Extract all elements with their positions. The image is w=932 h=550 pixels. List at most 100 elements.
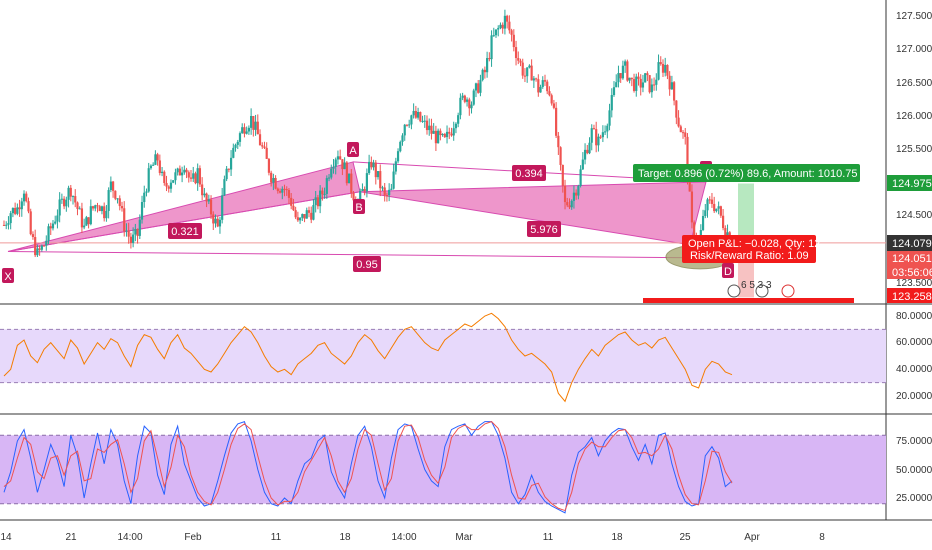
candle[interactable] bbox=[134, 228, 137, 235]
candle[interactable] bbox=[572, 192, 576, 201]
candle[interactable] bbox=[156, 154, 159, 161]
candle[interactable] bbox=[704, 210, 707, 216]
candle[interactable] bbox=[181, 172, 184, 176]
candle[interactable] bbox=[537, 79, 540, 93]
time-axis[interactable]: 14 21 14:00 Feb 11 18 14:00 Mar 11 18 25… bbox=[0, 532, 825, 543]
candle[interactable] bbox=[601, 132, 604, 138]
pattern-line-xd[interactable] bbox=[7, 250, 733, 259]
candle[interactable] bbox=[639, 78, 642, 88]
candle[interactable] bbox=[332, 166, 335, 169]
candle[interactable] bbox=[225, 168, 228, 180]
candle[interactable] bbox=[22, 193, 26, 202]
candle[interactable] bbox=[27, 201, 30, 212]
candle[interactable] bbox=[626, 61, 629, 81]
candle[interactable] bbox=[503, 15, 507, 29]
candle[interactable] bbox=[136, 228, 139, 236]
candle[interactable] bbox=[463, 95, 466, 102]
candle[interactable] bbox=[109, 181, 112, 191]
candle[interactable] bbox=[461, 95, 464, 98]
candle[interactable] bbox=[158, 160, 161, 173]
candle[interactable] bbox=[152, 164, 155, 166]
candle[interactable] bbox=[238, 133, 242, 142]
candle[interactable] bbox=[543, 80, 547, 82]
candle[interactable] bbox=[243, 127, 246, 134]
candle[interactable] bbox=[103, 206, 106, 219]
stoch-k-line[interactable] bbox=[3, 420, 733, 514]
stoch-axis[interactable]: 75.0000 50.0000 25.0000 bbox=[896, 436, 932, 504]
candle[interactable] bbox=[568, 205, 571, 208]
candle[interactable] bbox=[394, 161, 397, 172]
candle[interactable] bbox=[339, 156, 342, 160]
candle[interactable] bbox=[659, 62, 662, 64]
candle[interactable] bbox=[432, 130, 435, 134]
candle[interactable] bbox=[7, 223, 10, 225]
candle[interactable] bbox=[425, 120, 429, 131]
candle[interactable] bbox=[36, 248, 39, 256]
target-label[interactable]: Target: 0.896 (0.72%) 89.6, Amount: 1010… bbox=[633, 164, 860, 182]
candle[interactable] bbox=[666, 64, 669, 76]
candle[interactable] bbox=[677, 117, 680, 127]
candle[interactable] bbox=[581, 159, 584, 170]
candle[interactable] bbox=[465, 99, 469, 102]
candle[interactable] bbox=[470, 104, 473, 109]
candle[interactable] bbox=[595, 129, 598, 146]
candle[interactable] bbox=[376, 171, 380, 178]
candle[interactable] bbox=[673, 82, 676, 101]
candle[interactable] bbox=[178, 168, 181, 176]
ratio-ac-label[interactable]: 0.394 bbox=[512, 165, 546, 181]
candle[interactable] bbox=[129, 236, 132, 243]
candle[interactable] bbox=[172, 180, 175, 183]
candle[interactable] bbox=[370, 161, 373, 168]
candle[interactable] bbox=[668, 75, 671, 90]
candle[interactable] bbox=[590, 128, 593, 143]
candle[interactable] bbox=[227, 168, 230, 170]
candle[interactable] bbox=[388, 189, 391, 196]
candle[interactable] bbox=[635, 76, 638, 91]
candle[interactable] bbox=[147, 168, 150, 192]
candle[interactable] bbox=[176, 168, 179, 173]
candle[interactable] bbox=[174, 172, 177, 181]
candle[interactable] bbox=[187, 172, 190, 178]
candle[interactable] bbox=[706, 199, 709, 211]
candle[interactable] bbox=[650, 84, 653, 93]
candle[interactable] bbox=[419, 112, 422, 122]
candle[interactable] bbox=[194, 173, 197, 184]
candle[interactable] bbox=[390, 188, 393, 190]
candle[interactable] bbox=[221, 195, 224, 220]
candle[interactable] bbox=[416, 112, 420, 118]
candle[interactable] bbox=[303, 214, 306, 219]
candle[interactable] bbox=[330, 168, 333, 178]
candle[interactable] bbox=[450, 133, 453, 136]
candle[interactable] bbox=[550, 95, 553, 104]
candle[interactable] bbox=[205, 193, 208, 202]
candle[interactable] bbox=[713, 203, 716, 212]
candle[interactable] bbox=[125, 230, 128, 232]
candle[interactable] bbox=[681, 132, 685, 134]
candle[interactable] bbox=[185, 169, 188, 173]
candle[interactable] bbox=[296, 217, 299, 221]
candle[interactable] bbox=[374, 162, 377, 178]
candle[interactable] bbox=[336, 156, 340, 160]
candle[interactable] bbox=[107, 190, 110, 211]
candle[interactable] bbox=[116, 198, 119, 200]
candle[interactable] bbox=[270, 172, 273, 183]
candle[interactable] bbox=[452, 128, 455, 136]
candle[interactable] bbox=[236, 141, 239, 145]
candle[interactable] bbox=[483, 69, 486, 73]
candle[interactable] bbox=[579, 169, 582, 186]
candle[interactable] bbox=[196, 168, 199, 184]
candle[interactable] bbox=[517, 58, 520, 61]
candle[interactable] bbox=[361, 189, 364, 191]
candle[interactable] bbox=[321, 190, 324, 195]
candle[interactable] bbox=[45, 240, 48, 246]
candle[interactable] bbox=[198, 168, 202, 185]
candle[interactable] bbox=[490, 35, 493, 60]
candle[interactable] bbox=[726, 232, 729, 237]
candle[interactable] bbox=[189, 177, 193, 179]
candle[interactable] bbox=[563, 185, 567, 203]
price-axis[interactable]: 127.500 127.000 126.500 126.000 125.500 … bbox=[896, 11, 932, 289]
candle[interactable] bbox=[123, 208, 126, 232]
candle[interactable] bbox=[457, 115, 460, 124]
candle[interactable] bbox=[610, 95, 613, 111]
candle[interactable] bbox=[528, 65, 531, 68]
